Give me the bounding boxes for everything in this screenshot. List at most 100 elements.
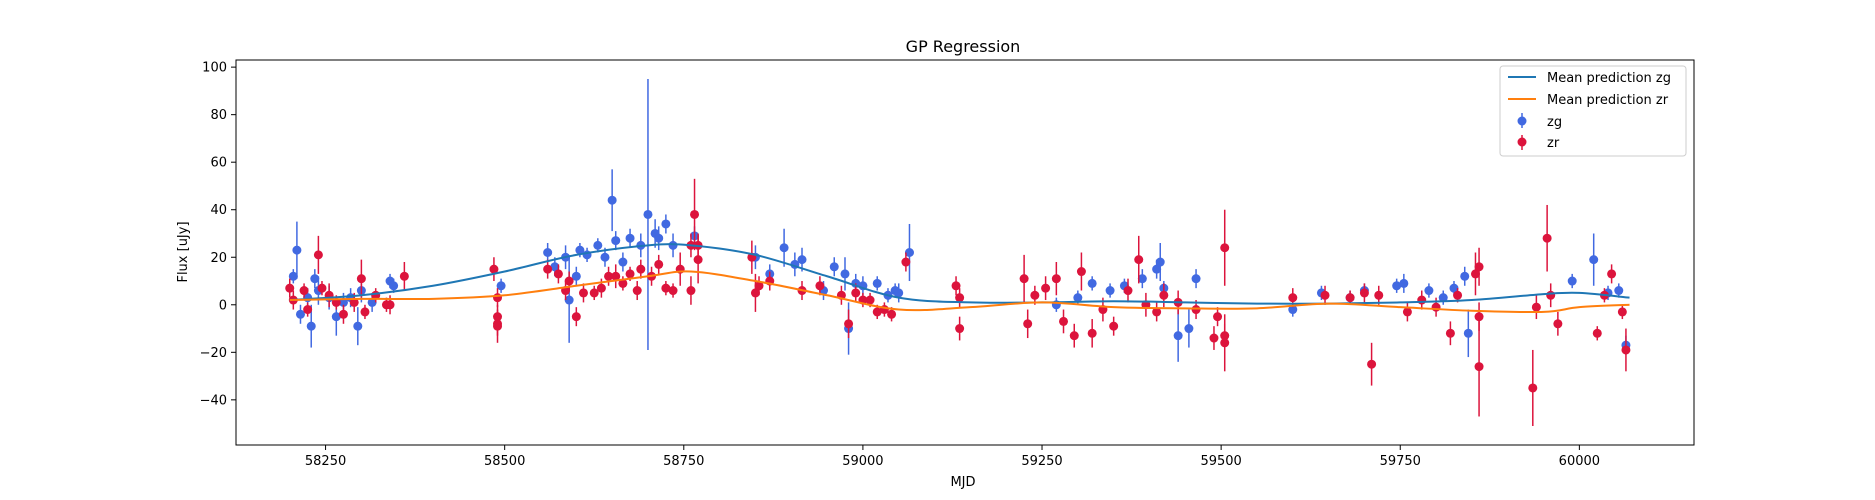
zr-point xyxy=(951,281,961,291)
zr-point xyxy=(872,307,882,317)
zg-point xyxy=(1424,286,1434,296)
y-axis: −40 −20 0 20 40 60 80 100 xyxy=(200,61,236,408)
x-tick-label: 59750 xyxy=(1380,454,1421,469)
zg-point xyxy=(571,271,581,281)
legend: Mean prediction zg Mean prediction zr zg… xyxy=(1499,65,1687,157)
zr-point xyxy=(815,281,825,291)
zr-point xyxy=(1030,290,1040,300)
zr-point xyxy=(1445,328,1455,338)
zg-point xyxy=(593,240,603,250)
legend-frame xyxy=(1499,65,1687,157)
zg-point xyxy=(668,240,678,250)
zr-point xyxy=(1159,290,1169,300)
zg-point xyxy=(1463,328,1473,338)
zg-point xyxy=(1460,271,1470,281)
zg-point xyxy=(295,309,305,319)
zg-point xyxy=(1173,331,1183,341)
zr-point xyxy=(1123,286,1133,296)
legend-handle-zr-marker xyxy=(1517,137,1527,147)
zr-point xyxy=(851,288,861,298)
legend-handle-zg-marker xyxy=(1517,116,1527,126)
zg-point xyxy=(643,209,653,219)
line-mean-prediction-zg xyxy=(289,243,1630,305)
y-tick-label: −20 xyxy=(200,346,227,361)
zg-point xyxy=(1589,255,1599,265)
x-tick-label: 59250 xyxy=(1021,454,1062,469)
plot-area xyxy=(285,79,1631,426)
zr-point xyxy=(1220,243,1230,253)
zr-point xyxy=(589,288,599,298)
zr-point xyxy=(1531,302,1541,312)
zr-point xyxy=(955,293,965,303)
zr-point xyxy=(636,264,646,274)
zr-point xyxy=(1152,307,1162,317)
zr-point xyxy=(1417,295,1427,305)
zg-point xyxy=(288,271,298,281)
x-axis: 58250 58500 58750 59000 59250 59500 59750 60000 xyxy=(305,445,1600,469)
zr-point xyxy=(686,286,696,296)
zr-point xyxy=(844,319,854,329)
zr-point xyxy=(564,276,574,286)
zg-point xyxy=(331,312,341,322)
zg-point xyxy=(306,321,316,331)
y-tick-label: 100 xyxy=(202,61,227,76)
zr-point xyxy=(1374,290,1384,300)
zr-point xyxy=(1076,267,1086,277)
zr-point xyxy=(1470,269,1480,279)
zg-point xyxy=(600,252,610,262)
zr-point xyxy=(596,283,606,293)
zr-point xyxy=(1542,233,1552,243)
zr-point xyxy=(668,286,678,296)
zg-point xyxy=(607,195,617,205)
zg-point xyxy=(1449,283,1459,293)
zr-point xyxy=(1367,359,1377,369)
zg-point xyxy=(310,274,320,284)
zr-point xyxy=(1191,305,1201,315)
y-axis-label: Flux [uJy] xyxy=(176,221,191,282)
zg-point xyxy=(564,295,574,305)
zg-point xyxy=(872,278,882,288)
x-axis-label: MJD xyxy=(950,475,975,490)
zr-point xyxy=(1320,290,1330,300)
x-tick-label: 58250 xyxy=(305,454,346,469)
zr-point xyxy=(661,283,671,293)
zr-point xyxy=(1041,283,1051,293)
zr-point xyxy=(385,300,395,310)
zg-point xyxy=(1137,274,1147,284)
zg-point xyxy=(1614,286,1624,296)
zr-point xyxy=(1402,307,1412,317)
zr-point xyxy=(1546,290,1556,300)
y-tick-label: 80 xyxy=(210,108,227,123)
zr-point xyxy=(349,297,359,307)
zr-point xyxy=(1019,274,1029,284)
zg-point xyxy=(353,321,363,331)
zr-point xyxy=(1220,331,1230,341)
zr-point xyxy=(1134,255,1144,265)
x-tick-label: 58500 xyxy=(484,454,525,469)
zr-point xyxy=(1051,274,1061,284)
zg-point xyxy=(1438,293,1448,303)
zg-point xyxy=(618,257,628,267)
zr-point xyxy=(1592,328,1602,338)
zr-point xyxy=(1617,307,1627,317)
zr-point xyxy=(1023,319,1033,329)
zg-point xyxy=(797,255,807,265)
zr-point xyxy=(690,209,700,219)
zr-point xyxy=(1069,331,1079,341)
zr-point xyxy=(693,255,703,265)
axes-frame xyxy=(235,59,1695,446)
zg-point xyxy=(1105,286,1115,296)
zr-point xyxy=(654,259,664,269)
zr-point xyxy=(1553,319,1563,329)
zg-point xyxy=(611,236,621,246)
zg-point xyxy=(1567,276,1577,286)
zr-point xyxy=(360,307,370,317)
zr-point xyxy=(299,286,309,296)
zr-point xyxy=(399,271,409,281)
y-tick-label: −40 xyxy=(200,393,227,408)
zr-point xyxy=(625,269,635,279)
zg-point xyxy=(575,245,585,255)
zr-point xyxy=(489,264,499,274)
zr-point xyxy=(1474,362,1484,372)
